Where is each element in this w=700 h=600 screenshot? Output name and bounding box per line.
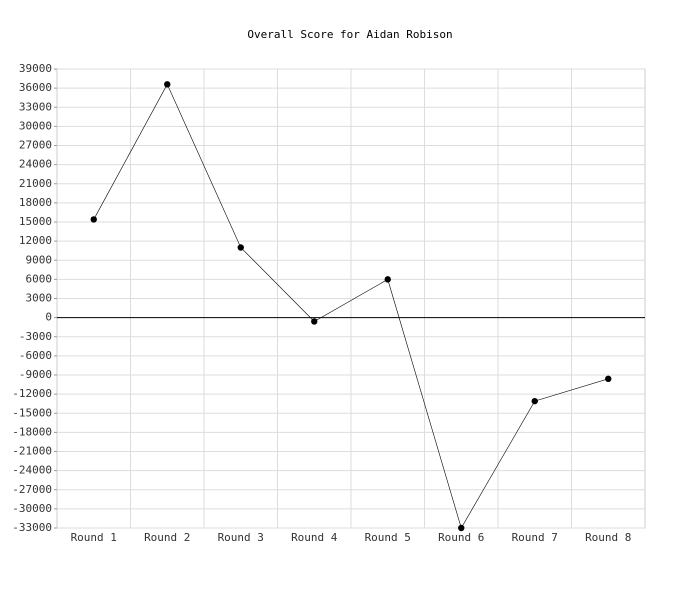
point — [458, 524, 465, 532]
line — [93, 83, 609, 529]
y-tick-label: 21000 — [19, 177, 52, 190]
y-tick-label: 39000 — [19, 62, 52, 75]
x-tick-label: Round 4 — [291, 531, 338, 544]
y-tick-label: 6000 — [26, 272, 53, 285]
y-tick-label: 9000 — [26, 253, 53, 266]
y-tick-label: 18000 — [19, 196, 52, 209]
x-tick-label: Round 5 — [365, 531, 411, 544]
y-tick-label: -21000 — [12, 445, 52, 458]
y-tick-label: -30000 — [12, 502, 52, 515]
point — [531, 397, 538, 405]
point — [90, 216, 97, 223]
y-tick-label: -24000 — [12, 464, 52, 477]
y-tick-label: -3000 — [19, 330, 52, 343]
y-tick-label: 24000 — [19, 158, 52, 171]
y-tick-label: -27000 — [12, 483, 52, 496]
x-tick-label: Round 2 — [144, 531, 190, 544]
y-tick-label: 36000 — [19, 81, 52, 94]
y-tick-label: -9000 — [19, 368, 52, 381]
y-tick-label: 30000 — [19, 119, 52, 132]
chart-title: Overall Score for Aidan Robison — [247, 28, 452, 41]
point — [311, 318, 318, 325]
x-tick-label: Round 7 — [512, 531, 558, 544]
y-tick-label: 15000 — [19, 215, 52, 228]
point — [164, 81, 171, 88]
y-tick-label: 12000 — [19, 234, 52, 247]
y-tick-label: 3000 — [26, 292, 53, 305]
y-tick-label: -18000 — [12, 425, 52, 438]
y-tick-label: -15000 — [12, 406, 52, 419]
y-tick-label: -33000 — [12, 521, 52, 534]
point — [237, 244, 244, 251]
y-tick-label: -12000 — [12, 387, 52, 400]
point — [384, 276, 391, 283]
x-tick-label: Round 8 — [585, 531, 631, 544]
x-tick-label: Round 6 — [438, 531, 484, 544]
x-tick-label: Round 1 — [71, 531, 117, 544]
y-tick-label: -6000 — [19, 349, 52, 362]
y-tick-label: 27000 — [19, 139, 52, 152]
y-tick-label: 0 — [45, 311, 52, 324]
x-tick-label: Round 3 — [218, 531, 264, 544]
y-tick-label: 33000 — [19, 100, 52, 113]
point — [605, 375, 612, 383]
